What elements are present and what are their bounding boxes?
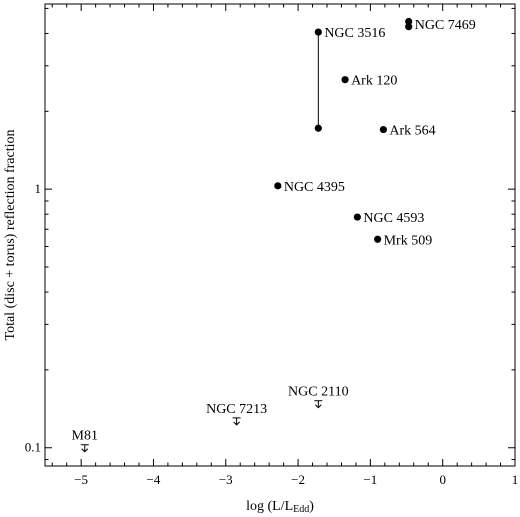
y-tick-label: 0.1	[25, 440, 41, 455]
x-tick-label: −1	[363, 472, 377, 487]
point-label: NGC 4593	[363, 211, 424, 226]
point-label: NGC 4395	[284, 180, 345, 195]
x-tick-label: −5	[74, 472, 88, 487]
axis-ticks: −5 −4 −3 −2 −1 0 1 0.1 1	[25, 4, 519, 487]
data-point	[314, 124, 322, 132]
x-tick-label: 0	[439, 472, 446, 487]
upper-limit-marker	[80, 444, 89, 453]
upper-limit-marker	[232, 417, 241, 426]
point-label: Ark 564	[389, 124, 435, 139]
x-tick-label: −3	[219, 472, 233, 487]
upper-limit-arrow	[233, 421, 240, 426]
data-point	[374, 235, 382, 243]
x-axis-title: log (L/LEdd)	[246, 499, 314, 515]
point-label: Mrk 509	[384, 233, 433, 248]
point-labels: NGC 3516 NGC 7469 Ark 120 Ark 564 NGC 4395 NG…	[72, 18, 476, 444]
x-tick-label: −4	[147, 472, 161, 487]
data-point	[314, 28, 322, 36]
point-label: NGC 2110	[288, 385, 349, 400]
x-tick-label: 1	[512, 472, 519, 487]
x-tick-label: −2	[291, 472, 305, 487]
data-point	[353, 213, 361, 221]
point-label: M81	[72, 429, 98, 444]
data-point	[405, 23, 413, 31]
upper-limit-arrow	[81, 448, 89, 453]
point-label: NGC 3516	[324, 26, 385, 41]
point-label: NGC 7213	[206, 402, 267, 417]
point-label: Ark 120	[351, 74, 397, 89]
data-point	[274, 182, 282, 190]
upper-limit-arrow	[314, 404, 322, 409]
data-point	[341, 76, 349, 84]
y-tick-label: 1	[35, 181, 42, 196]
plot-frame	[44, 3, 516, 467]
upper-limit-marker	[314, 400, 323, 409]
data-marks	[80, 17, 413, 453]
y-axis-title: Total (disc + torus) reflection fraction	[3, 129, 18, 340]
data-point	[379, 125, 387, 134]
data-point	[405, 17, 413, 26]
point-label: NGC 7469	[415, 18, 476, 33]
